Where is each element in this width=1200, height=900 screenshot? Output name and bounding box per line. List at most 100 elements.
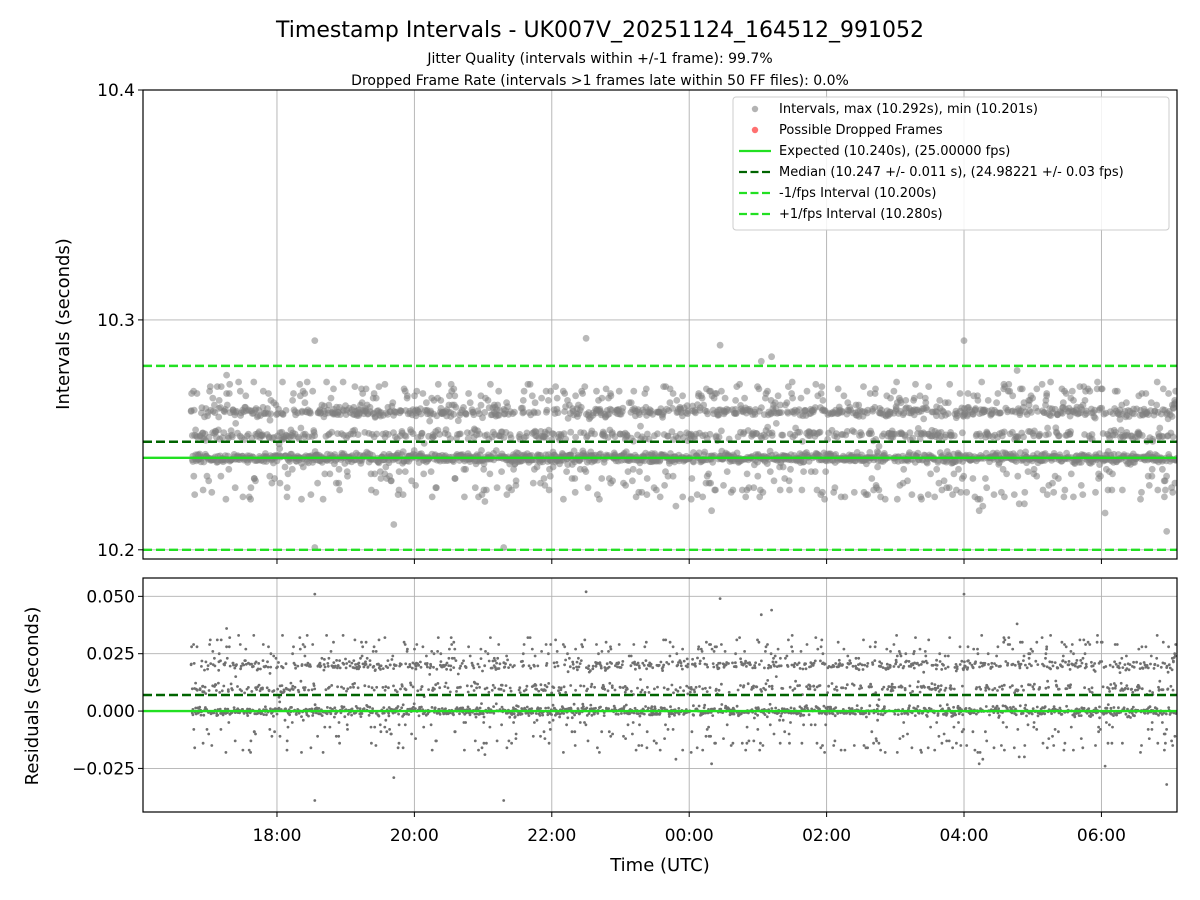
residual-point: [555, 650, 559, 653]
interval-point: [736, 380, 743, 388]
interval-point: [949, 491, 956, 498]
residual-point: [229, 682, 233, 686]
residual-point: [758, 748, 762, 752]
interval-point: [637, 422, 644, 430]
interval-point: [1039, 486, 1047, 494]
residual-point: [471, 664, 475, 668]
residual-point: [653, 707, 657, 711]
interval-point: [661, 482, 668, 489]
interval-point: [1101, 509, 1109, 517]
residual-point: [417, 714, 421, 718]
interval-point: [602, 385, 610, 393]
interval-point: [545, 397, 552, 404]
residual-point: [363, 684, 367, 688]
residual-point: [412, 702, 416, 706]
interval-point: [955, 465, 962, 473]
residual-point: [690, 730, 694, 734]
residual-point: [819, 659, 822, 663]
residual-point: [386, 659, 390, 662]
interval-point: [669, 390, 677, 397]
residual-point: [485, 741, 488, 745]
interval-point: [538, 394, 545, 402]
residual-point: [328, 725, 332, 729]
interval-point: [946, 380, 954, 388]
residual-point: [621, 660, 625, 663]
residual-point: [222, 684, 226, 688]
residual-point: [328, 685, 331, 689]
residual-point: [218, 707, 222, 711]
residual-point: [492, 711, 496, 715]
residual-point: [664, 723, 667, 727]
residual-point: [224, 751, 228, 754]
residual-point: [577, 665, 581, 669]
residual-point: [458, 666, 462, 670]
residual-point: [774, 660, 778, 664]
interval-point: [709, 459, 717, 466]
residual-point: [481, 712, 485, 716]
residual-point: [507, 666, 510, 669]
residual-point: [768, 702, 772, 706]
interval-point: [531, 399, 539, 407]
interval-point: [1021, 488, 1029, 496]
residual-point: [250, 690, 254, 693]
residual-point: [642, 712, 646, 716]
residual-point: [458, 712, 461, 716]
interval-point: [433, 484, 440, 492]
residual-point: [227, 721, 231, 724]
residual-point: [544, 689, 547, 692]
interval-point: [757, 357, 765, 365]
residual-point: [562, 685, 566, 689]
residual-point: [493, 659, 497, 662]
residual-point: [216, 713, 220, 717]
residual-point: [282, 690, 286, 693]
residual-point: [553, 665, 557, 669]
interval-point: [372, 394, 380, 402]
interval-point: [1081, 397, 1089, 404]
residual-point: [350, 713, 353, 717]
residual-point: [432, 665, 435, 669]
residual-point: [448, 647, 451, 651]
residual-point: [268, 728, 272, 731]
residual-point: [559, 686, 563, 690]
residual-point: [690, 687, 693, 691]
residual-point: [503, 665, 507, 669]
residual-point: [301, 718, 305, 722]
chart-title: Timestamp Intervals - UK007V_20251124_16…: [275, 18, 924, 43]
interval-point: [1094, 378, 1101, 386]
residual-point: [356, 706, 359, 710]
interval-point: [271, 475, 278, 482]
residual-point: [320, 656, 324, 660]
residual-point: [360, 712, 364, 715]
residual-point: [468, 654, 472, 658]
residual-point: [667, 712, 671, 716]
residual-point: [292, 645, 295, 649]
residual-point: [812, 661, 816, 665]
residual-point: [571, 660, 575, 664]
residual-point: [524, 688, 528, 692]
residual-point: [629, 664, 633, 668]
residual-point: [344, 666, 348, 670]
interval-point: [841, 493, 849, 501]
interval-point: [704, 410, 711, 418]
residual-point: [841, 663, 844, 667]
residual-point: [579, 659, 583, 662]
residual-point: [800, 741, 804, 745]
residual-point: [348, 664, 352, 668]
residual-point: [278, 700, 282, 704]
interval-point: [560, 430, 568, 437]
residual-point: [596, 712, 600, 715]
residual-point: [558, 715, 561, 719]
interval-point: [1059, 399, 1067, 407]
interval-point: [1147, 399, 1155, 407]
residual-point: [530, 647, 534, 651]
interval-point: [1138, 488, 1145, 496]
interval-point: [412, 482, 419, 489]
residual-point: [846, 654, 850, 658]
residual-point: [662, 686, 666, 690]
residual-point: [714, 687, 718, 691]
residual-point: [540, 650, 543, 653]
residual-point: [710, 647, 714, 651]
residual-point: [852, 744, 856, 747]
residual-point: [613, 706, 617, 710]
residual-point: [401, 746, 405, 750]
